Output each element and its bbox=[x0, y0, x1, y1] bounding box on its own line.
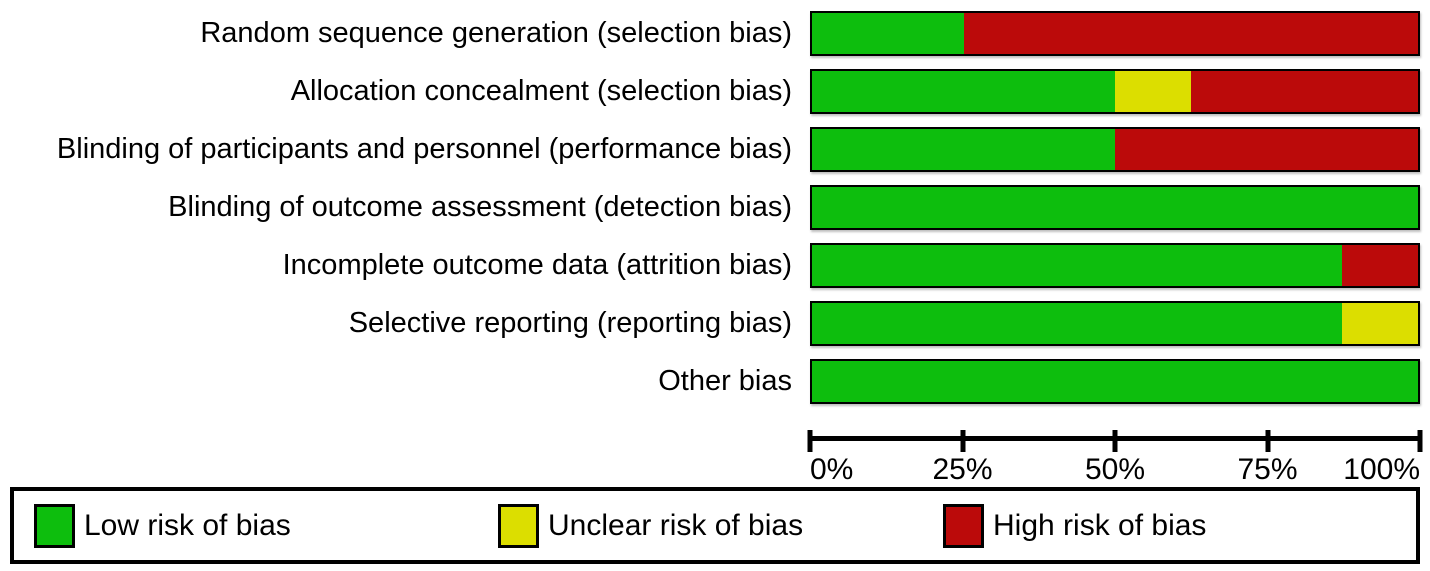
axis-tick-label: 100% bbox=[1343, 453, 1420, 486]
axis-tick bbox=[960, 430, 965, 452]
category-label: Blinding of outcome assessment (detectio… bbox=[168, 190, 792, 223]
bar-row: Incomplete outcome data (attrition bias) bbox=[0, 236, 1420, 294]
axis-tick-label: 25% bbox=[932, 453, 993, 486]
category-label: Random sequence generation (selection bi… bbox=[200, 16, 792, 49]
legend-box: Low risk of bias Unclear risk of bias High… bbox=[10, 487, 1420, 564]
axis-tick-label: 0% bbox=[810, 453, 854, 486]
bar-segment-high-risk-of-bias bbox=[1342, 244, 1418, 286]
bar-row: Other bias bbox=[0, 352, 1420, 410]
bar-rows: Random sequence generation (selection bi… bbox=[0, 4, 1420, 410]
bar-row: Selective reporting (reporting bias) bbox=[0, 294, 1420, 352]
axis-tick bbox=[1112, 430, 1118, 452]
legend-item-low-risk-of-bias: Low risk of bias bbox=[34, 491, 291, 560]
category-label: Blinding of participants and personnel (… bbox=[56, 132, 792, 165]
bar-segment-high-risk-of-bias bbox=[1115, 128, 1418, 170]
legend-item-unclear-risk-of-bias: Unclear risk of bias bbox=[498, 491, 803, 560]
bar-segment-low-risk-of-bias bbox=[812, 70, 1115, 112]
x-axis: 0% 25% 50% 75% 100% bbox=[807, 428, 1423, 490]
category-label: Other bias bbox=[658, 364, 792, 397]
bar-row: Blinding of outcome assessment (detectio… bbox=[0, 178, 1420, 236]
bar-segment-low-risk-of-bias bbox=[812, 360, 1418, 402]
bar-track bbox=[810, 184, 1420, 230]
legend-label: High risk of bias bbox=[993, 508, 1207, 542]
axis-tick-label: 75% bbox=[1237, 453, 1298, 486]
low-risk-of-bias-swatch bbox=[34, 503, 75, 548]
bar-segment-unclear-risk-of-bias bbox=[1115, 70, 1191, 112]
bar-segment-unclear-risk-of-bias bbox=[1342, 302, 1418, 344]
bar-row: Allocation concealment (selection bias) bbox=[0, 62, 1420, 120]
bar-segment-high-risk-of-bias bbox=[1190, 70, 1418, 112]
axis-tick-label: 50% bbox=[1084, 453, 1146, 486]
bar-track bbox=[810, 126, 1420, 172]
bar-segment-low-risk-of-bias bbox=[812, 128, 1115, 170]
bar-row: Random sequence generation (selection bi… bbox=[0, 4, 1420, 62]
bar-segment-low-risk-of-bias bbox=[812, 244, 1343, 286]
axis-tick bbox=[807, 430, 813, 452]
category-label: Selective reporting (reporting bias) bbox=[348, 306, 792, 339]
bar-segment-high-risk-of-bias bbox=[963, 12, 1418, 54]
bar-track bbox=[810, 358, 1420, 404]
bar-track bbox=[810, 300, 1420, 346]
high-risk-of-bias-swatch bbox=[943, 503, 984, 548]
bar-track bbox=[810, 10, 1420, 56]
bar-row: Blinding of participants and personnel (… bbox=[0, 120, 1420, 178]
legend-label: Low risk of bias bbox=[84, 508, 291, 542]
legend-label: Unclear risk of bias bbox=[548, 508, 804, 542]
bar-segment-low-risk-of-bias bbox=[812, 12, 964, 54]
legend-item-high-risk-of-bias: High risk of bias bbox=[943, 491, 1206, 560]
unclear-risk-of-bias-swatch bbox=[498, 503, 539, 548]
bar-track bbox=[810, 68, 1420, 114]
axis-tick bbox=[1265, 430, 1270, 452]
category-label: Allocation concealment (selection bias) bbox=[290, 74, 792, 107]
axis-tick bbox=[1417, 430, 1423, 452]
bar-segment-low-risk-of-bias bbox=[812, 186, 1418, 228]
bar-segment-low-risk-of-bias bbox=[812, 302, 1343, 344]
bar-track bbox=[810, 242, 1420, 288]
category-label: Incomplete outcome data (attrition bias) bbox=[282, 248, 792, 281]
